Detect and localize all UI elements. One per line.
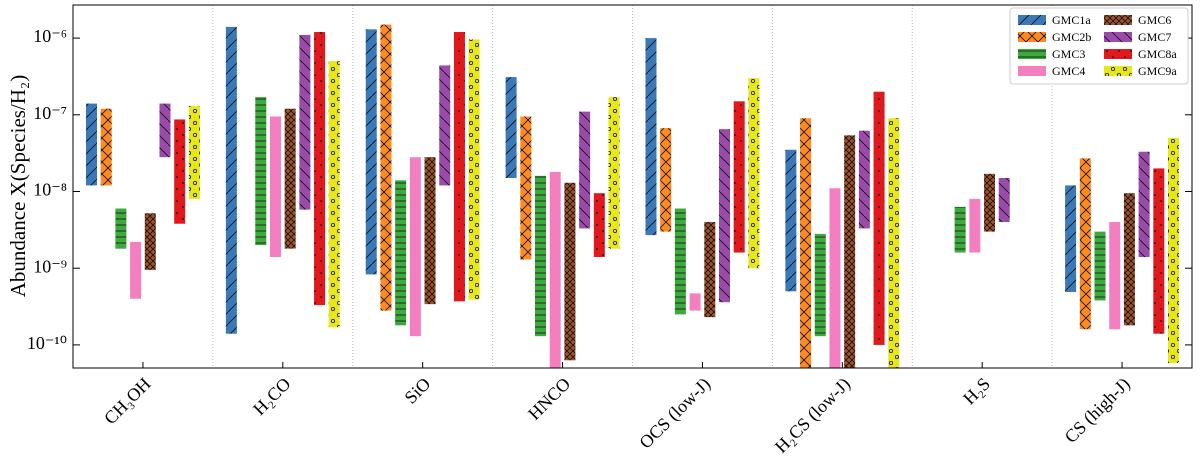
range-bar bbox=[255, 97, 267, 246]
legend-swatch bbox=[1018, 32, 1046, 42]
range-bar bbox=[1153, 168, 1165, 334]
range-bar bbox=[453, 32, 465, 302]
legend-label: GMC7 bbox=[1138, 30, 1171, 44]
range-bar bbox=[704, 222, 716, 318]
x-tick-label: CS (high-J) bbox=[1061, 374, 1135, 448]
range-bar bbox=[858, 130, 870, 229]
range-bar bbox=[1168, 137, 1180, 364]
legend-swatch bbox=[1018, 15, 1046, 25]
range-bar bbox=[984, 173, 996, 232]
range-bar bbox=[814, 233, 826, 337]
range-bar bbox=[174, 119, 186, 224]
range-bar bbox=[645, 38, 657, 236]
range-bar bbox=[130, 241, 142, 299]
y-tick-label: 10⁻⁸ bbox=[33, 180, 67, 200]
legend-swatch bbox=[1104, 49, 1132, 59]
range-bar bbox=[395, 180, 407, 326]
range-bar bbox=[380, 24, 392, 311]
range-bar bbox=[1123, 193, 1135, 326]
range-bar bbox=[1094, 231, 1106, 301]
legend-label: GMC1a bbox=[1052, 13, 1091, 27]
range-bar bbox=[505, 77, 517, 178]
range-bar bbox=[365, 29, 377, 275]
legend-swatch bbox=[1018, 66, 1046, 76]
y-tick-label: 10⁻¹⁰ bbox=[27, 333, 67, 353]
range-bar bbox=[115, 208, 127, 249]
range-bar bbox=[314, 32, 326, 306]
legend-label: GMC2b bbox=[1052, 30, 1091, 44]
x-tick-label: HNCO bbox=[524, 374, 574, 424]
range-bar bbox=[785, 149, 797, 292]
range-bar bbox=[608, 97, 620, 249]
legend-box bbox=[1009, 7, 1189, 85]
legend-label: GMC9a bbox=[1138, 64, 1177, 78]
legend-label: GMC6 bbox=[1138, 13, 1171, 27]
range-bar bbox=[689, 293, 701, 311]
range-bar bbox=[748, 78, 760, 269]
x-tick-label: SiO bbox=[400, 374, 434, 408]
range-bar bbox=[718, 129, 730, 303]
legend-label: GMC4 bbox=[1052, 64, 1085, 78]
range-bar bbox=[144, 213, 156, 270]
x-tick-label: OCS (low-J) bbox=[635, 374, 715, 454]
range-bar bbox=[873, 91, 885, 345]
range-bar bbox=[564, 182, 576, 361]
y-tick-label: 10⁻⁷ bbox=[33, 103, 67, 123]
range-bar bbox=[1079, 158, 1091, 330]
plot-frame bbox=[72, 4, 1193, 369]
y-axis-label: Abundance X(Species/H₂) bbox=[6, 75, 30, 298]
range-bar bbox=[660, 128, 672, 232]
range-bar bbox=[579, 111, 591, 229]
x-tick-label: H₂S bbox=[959, 374, 994, 409]
range-bar bbox=[888, 118, 900, 368]
legend-label: GMC3 bbox=[1052, 47, 1085, 61]
range-bar bbox=[733, 101, 745, 253]
range-bar bbox=[520, 116, 532, 260]
legend-swatch bbox=[1104, 66, 1132, 76]
range-bar bbox=[85, 103, 97, 186]
range-bar bbox=[328, 61, 340, 328]
x-tick-label: H₂CO bbox=[249, 374, 294, 419]
bars bbox=[85, 5, 1180, 368]
range-bar bbox=[159, 103, 171, 158]
range-bar bbox=[409, 157, 421, 337]
range-bar bbox=[188, 106, 200, 199]
x-tick-label: CH₃OH bbox=[100, 374, 155, 429]
range-bar bbox=[1065, 185, 1077, 292]
y-tick-label: 10⁻⁶ bbox=[33, 26, 67, 46]
range-bar bbox=[100, 108, 112, 186]
x-tick-label: H₂CS (low-J) bbox=[771, 374, 855, 458]
range-bar bbox=[800, 118, 812, 368]
range-bar bbox=[844, 135, 856, 368]
range-bar bbox=[269, 116, 281, 257]
range-bar bbox=[468, 39, 480, 300]
range-bar bbox=[969, 198, 981, 253]
range-bar bbox=[1109, 222, 1121, 330]
legend-swatch bbox=[1018, 49, 1046, 59]
legend-swatch bbox=[1104, 15, 1132, 25]
range-bar bbox=[1138, 151, 1150, 257]
range-bar bbox=[593, 193, 605, 257]
range-bar bbox=[535, 175, 547, 337]
range-bar bbox=[549, 171, 561, 368]
range-bar bbox=[954, 206, 966, 253]
legend-swatch bbox=[1104, 32, 1132, 42]
range-bar bbox=[439, 65, 451, 186]
range-bar bbox=[998, 177, 1010, 223]
range-bar bbox=[829, 188, 841, 368]
range-bar bbox=[284, 108, 296, 249]
range-bar bbox=[674, 208, 686, 315]
range-bar bbox=[225, 26, 237, 334]
range-bar bbox=[424, 157, 436, 305]
y-tick-label: 10⁻⁹ bbox=[33, 256, 67, 276]
range-bar bbox=[299, 34, 311, 210]
legend-label: GMC8a bbox=[1138, 47, 1177, 61]
